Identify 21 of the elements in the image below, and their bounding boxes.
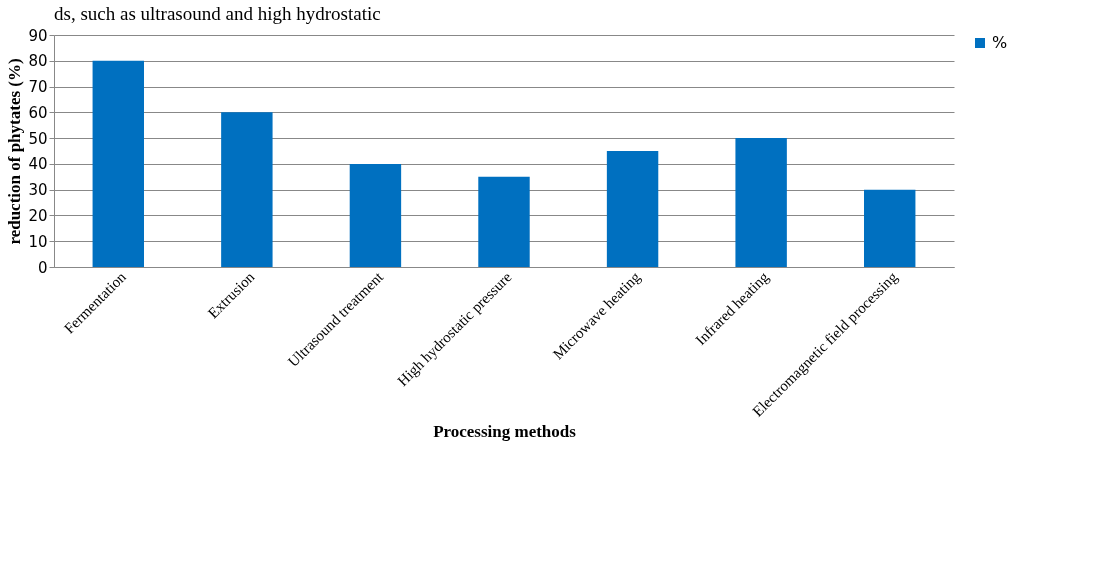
y-tick-label: 60 xyxy=(28,103,48,122)
legend-label: % xyxy=(992,33,1008,52)
y-tick-label: 0 xyxy=(37,258,48,277)
bar xyxy=(92,60,144,267)
y-tick-label: 40 xyxy=(28,155,48,174)
bar xyxy=(606,151,659,267)
y-tick-label: 30 xyxy=(28,181,48,200)
y-tick-label: 90 xyxy=(28,26,48,45)
bar xyxy=(478,176,530,267)
y-axis-title: reduction of phytates (%) xyxy=(5,58,25,245)
y-tick-label: 80 xyxy=(28,52,48,71)
bar xyxy=(735,138,787,267)
y-tick-label: 20 xyxy=(28,206,48,225)
bar xyxy=(221,112,273,267)
y-tick-label: 70 xyxy=(28,78,48,97)
bar xyxy=(864,189,916,267)
text: ds, such as ultrasound and high hydrostatic xyxy=(54,3,381,24)
y-tick-label: 10 xyxy=(28,232,48,251)
bar xyxy=(349,163,402,267)
y-tick-label: 50 xyxy=(28,129,48,148)
x-axis-title: Processing methods xyxy=(433,421,577,441)
